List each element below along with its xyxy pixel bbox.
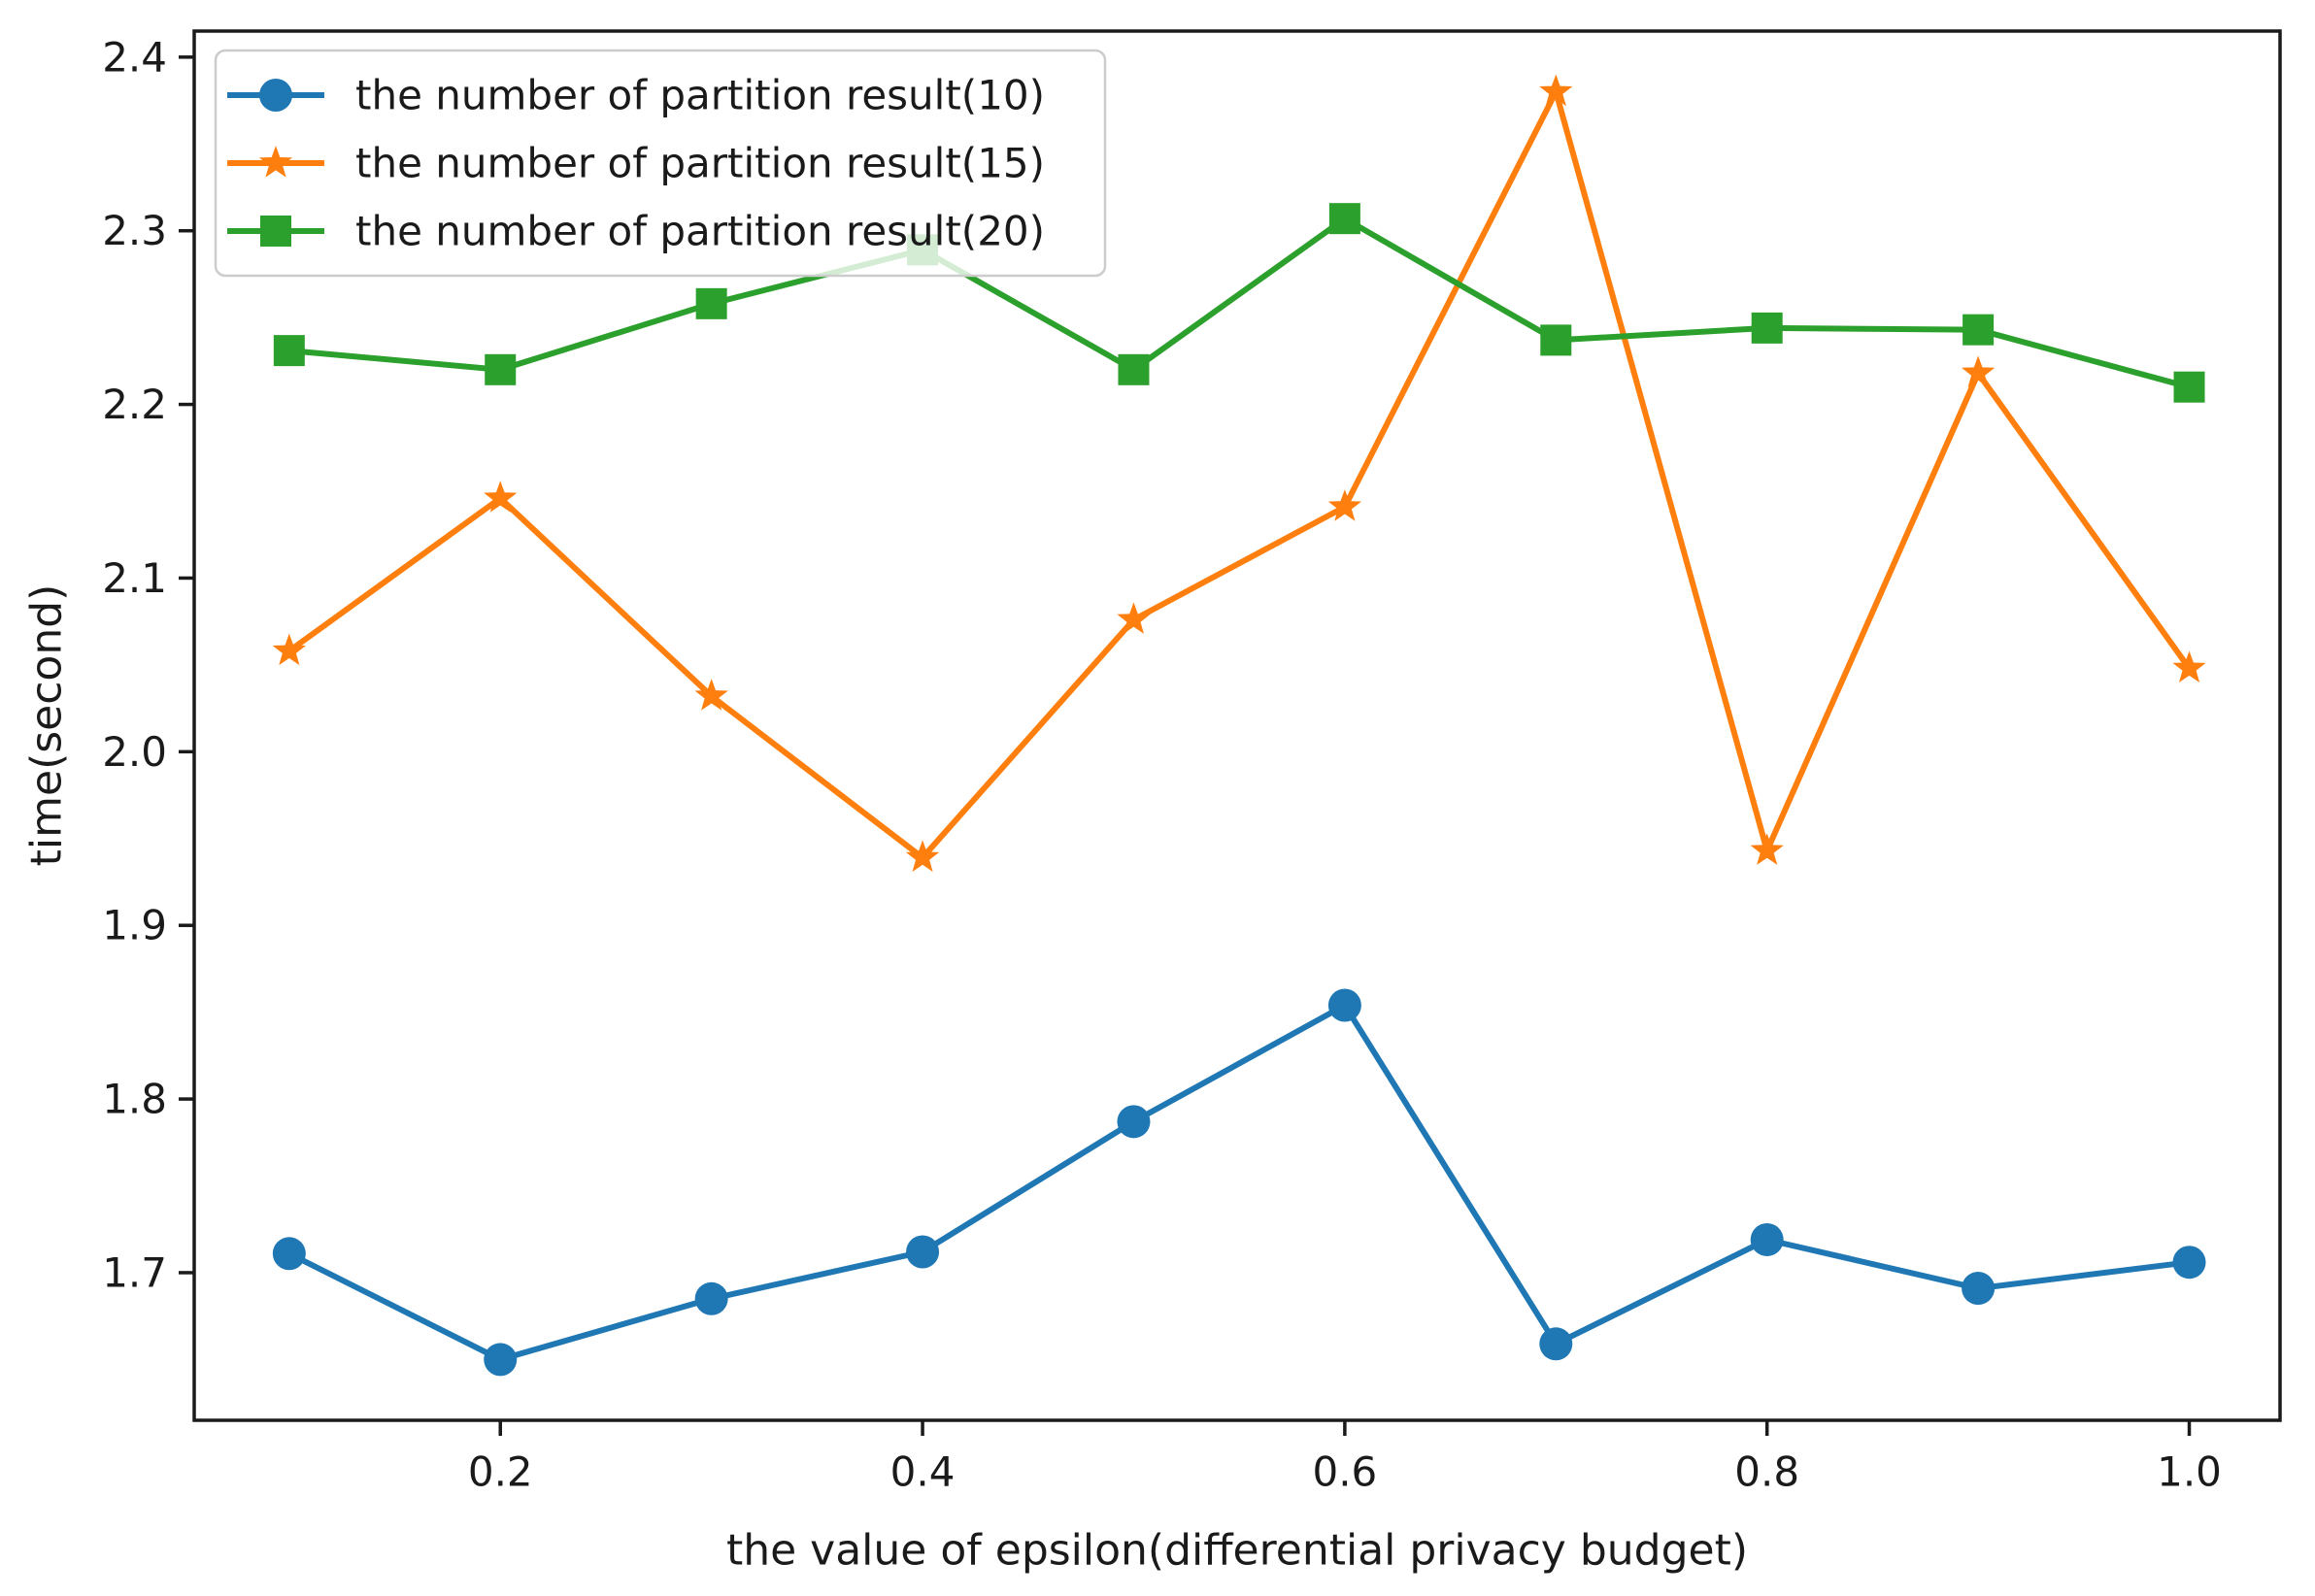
x-tick-label: 0.2 (468, 1448, 533, 1496)
legend-square-marker-icon (260, 216, 291, 247)
legend-item: the number of partition result(20) (227, 208, 1045, 255)
series-line-2 (285, 216, 2193, 390)
legend-item: the number of partition result(10) (227, 72, 1045, 119)
y-tick-label: 2.2 (102, 381, 167, 428)
data-point-marker (906, 1235, 940, 1269)
data-point-marker (1118, 353, 1150, 385)
x-tick-label: 0.4 (890, 1448, 956, 1496)
data-point-marker (1539, 74, 1573, 107)
legend: the number of partition result(10) the nu… (214, 49, 1107, 278)
data-point-marker (905, 840, 940, 872)
data-point-marker (1117, 602, 1151, 634)
y-axis-label: time(second) (22, 584, 72, 867)
data-point-marker (1963, 314, 1995, 346)
data-point-marker (272, 1237, 306, 1271)
data-point-marker (2172, 650, 2206, 682)
legend-star-marker-icon (258, 146, 293, 178)
data-point-marker (2173, 371, 2205, 403)
series-group (272, 74, 2206, 1377)
plot-frame (192, 29, 2282, 1422)
data-point-marker (273, 335, 305, 367)
y-tick-label: 1.9 (102, 902, 167, 949)
data-point-marker (1117, 1105, 1151, 1139)
y-tick-label: 2.3 (102, 207, 167, 254)
series-line-1 (285, 88, 2193, 861)
legend-label: the number of partition result(20) (355, 208, 1045, 255)
legend-circle-marker-icon (259, 79, 292, 112)
axes-group: 0.2 0.4 0.6 0.8 1.0 1.7 1.8 1.9 2.0 2.1 2.2 2.3 2.4 (102, 29, 2282, 1496)
legend-item: the number of partition result(15) (227, 140, 1045, 187)
series-line-0 (285, 1002, 2193, 1363)
x-tick-label: 0.8 (1734, 1448, 1799, 1496)
data-point-marker (485, 353, 517, 385)
data-point-marker (694, 1281, 728, 1315)
y-tick-label: 2.0 (102, 728, 167, 776)
data-point-marker (1750, 1222, 1784, 1256)
x-tick-label: 1.0 (2157, 1448, 2222, 1496)
data-point-marker (1751, 312, 1783, 344)
data-point-marker (1539, 1327, 1573, 1361)
data-point-marker (1328, 203, 1360, 235)
data-point-marker (694, 679, 728, 711)
data-point-marker (1327, 489, 1361, 521)
data-point-marker (1962, 355, 1996, 387)
y-tick-label: 1.8 (102, 1076, 167, 1123)
data-point-marker (272, 633, 306, 666)
data-point-marker (1750, 833, 1784, 865)
y-tick-label: 2.4 (102, 33, 167, 81)
y-tick-label: 2.1 (102, 554, 167, 602)
legend-label: the number of partition result(10) (355, 72, 1045, 119)
data-point-marker (484, 1343, 518, 1377)
data-point-marker (695, 287, 727, 319)
data-point-marker (2172, 1246, 2206, 1280)
data-point-marker (1327, 988, 1361, 1022)
x-axis-label: the value of epsilon(differential privac… (726, 1526, 1748, 1576)
x-tick-label: 0.6 (1312, 1448, 1377, 1496)
y-tick-label: 1.7 (102, 1248, 167, 1296)
legend-label: the number of partition result(15) (355, 140, 1045, 187)
data-point-marker (1540, 324, 1572, 356)
legend-box (214, 49, 1107, 278)
data-point-marker (484, 481, 518, 513)
data-point-marker (1962, 1272, 1996, 1306)
